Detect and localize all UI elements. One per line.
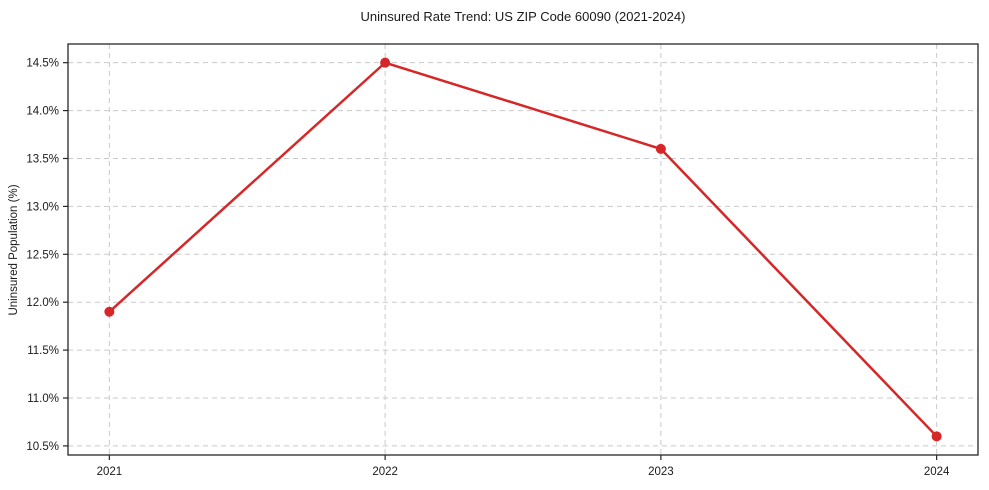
y-tick-label: 13.0% bbox=[26, 201, 59, 213]
data-point bbox=[380, 57, 391, 68]
y-tick-label: 14.5% bbox=[26, 58, 59, 70]
chart-title: Uninsured Rate Trend: US ZIP Code 60090 … bbox=[360, 9, 686, 24]
plot-border-rect bbox=[67, 43, 979, 456]
x-tick-label: 2024 bbox=[924, 466, 950, 478]
y-axis-label: Uninsured Population (%) bbox=[8, 184, 20, 316]
axis-ticks bbox=[63, 62, 938, 460]
y-tick-label: 11.5% bbox=[27, 345, 59, 357]
y-tick-label: 14.0% bbox=[26, 106, 59, 118]
series-line-uninsured-rate bbox=[108, 61, 938, 438]
y-tick-label: 12.5% bbox=[26, 249, 59, 261]
y-tick-label: 12.0% bbox=[26, 297, 59, 309]
x-tick-label: 2021 bbox=[97, 466, 123, 478]
y-tick-label: 10.5% bbox=[26, 441, 59, 453]
data-point bbox=[104, 306, 115, 317]
series-uninsured-rate bbox=[104, 57, 942, 442]
x-tick-label: 2022 bbox=[372, 466, 398, 478]
data-point bbox=[931, 431, 942, 442]
y-tick-label: 13.5% bbox=[26, 153, 59, 165]
gridlines bbox=[68, 44, 978, 455]
tick-labels: 10.5% 11.0% 11.5% 12.0% 12.5% 13.0% 13.5% 14.0%… bbox=[26, 58, 950, 478]
plot-border bbox=[67, 43, 979, 456]
data-point bbox=[655, 143, 666, 154]
x-tick-label: 2023 bbox=[648, 466, 674, 478]
y-tick-label: 11.0% bbox=[27, 393, 59, 405]
